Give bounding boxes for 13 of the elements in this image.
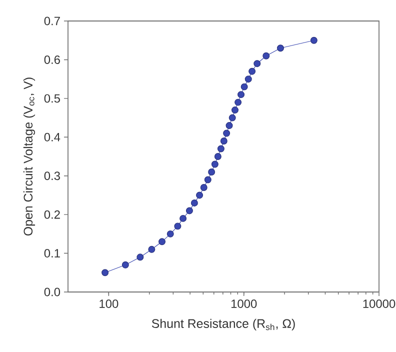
y-tick-label: 0.2 <box>44 210 60 219</box>
y-tick-label: 0.5 <box>44 94 60 103</box>
y-tick-label: 0.0 <box>44 288 60 296</box>
y-tick-label: 0.1 <box>44 249 60 258</box>
x-tick-label: 10000 <box>363 300 396 308</box>
y-tick-label: 0.4 <box>44 132 60 142</box>
y-tick-label: 0.3 <box>44 172 60 180</box>
x-tick-label: 1000 <box>231 300 257 308</box>
y-tick-label: 0.7 <box>44 16 60 26</box>
y-axis-title: Open Circuit Voltage (V$_{oc}$, V) <box>23 78 36 236</box>
y-tick-label: 0.6 <box>44 55 60 64</box>
x-tick-label: 100 <box>100 300 118 308</box>
x-axis-title: Shunt Resistance (R$_{sh}$, Ω) <box>152 318 295 330</box>
